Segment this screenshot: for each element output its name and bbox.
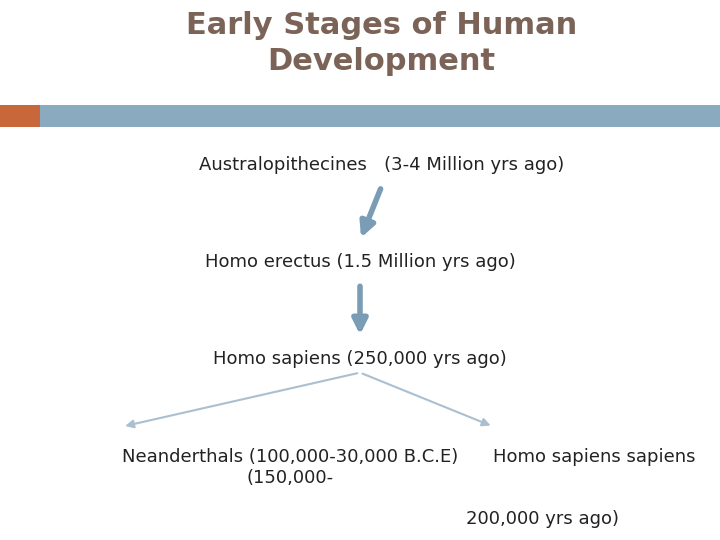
Text: Homo sapiens sapiens: Homo sapiens sapiens xyxy=(493,448,696,466)
Bar xyxy=(0,105,40,127)
Text: Early Stages of Human
Development: Early Stages of Human Development xyxy=(186,11,577,76)
Text: Homo sapiens (250,000 yrs ago): Homo sapiens (250,000 yrs ago) xyxy=(213,350,507,368)
Text: Homo erectus (1.5 Million yrs ago): Homo erectus (1.5 Million yrs ago) xyxy=(204,253,516,271)
Bar xyxy=(0,105,720,127)
Text: Australopithecines   (3-4 Million yrs ago): Australopithecines (3-4 Million yrs ago) xyxy=(199,156,564,174)
Text: 200,000 yrs ago): 200,000 yrs ago) xyxy=(467,510,619,528)
Text: Neanderthals (100,000-30,000 B.C.E)
(150,000-: Neanderthals (100,000-30,000 B.C.E) (150… xyxy=(122,448,459,487)
